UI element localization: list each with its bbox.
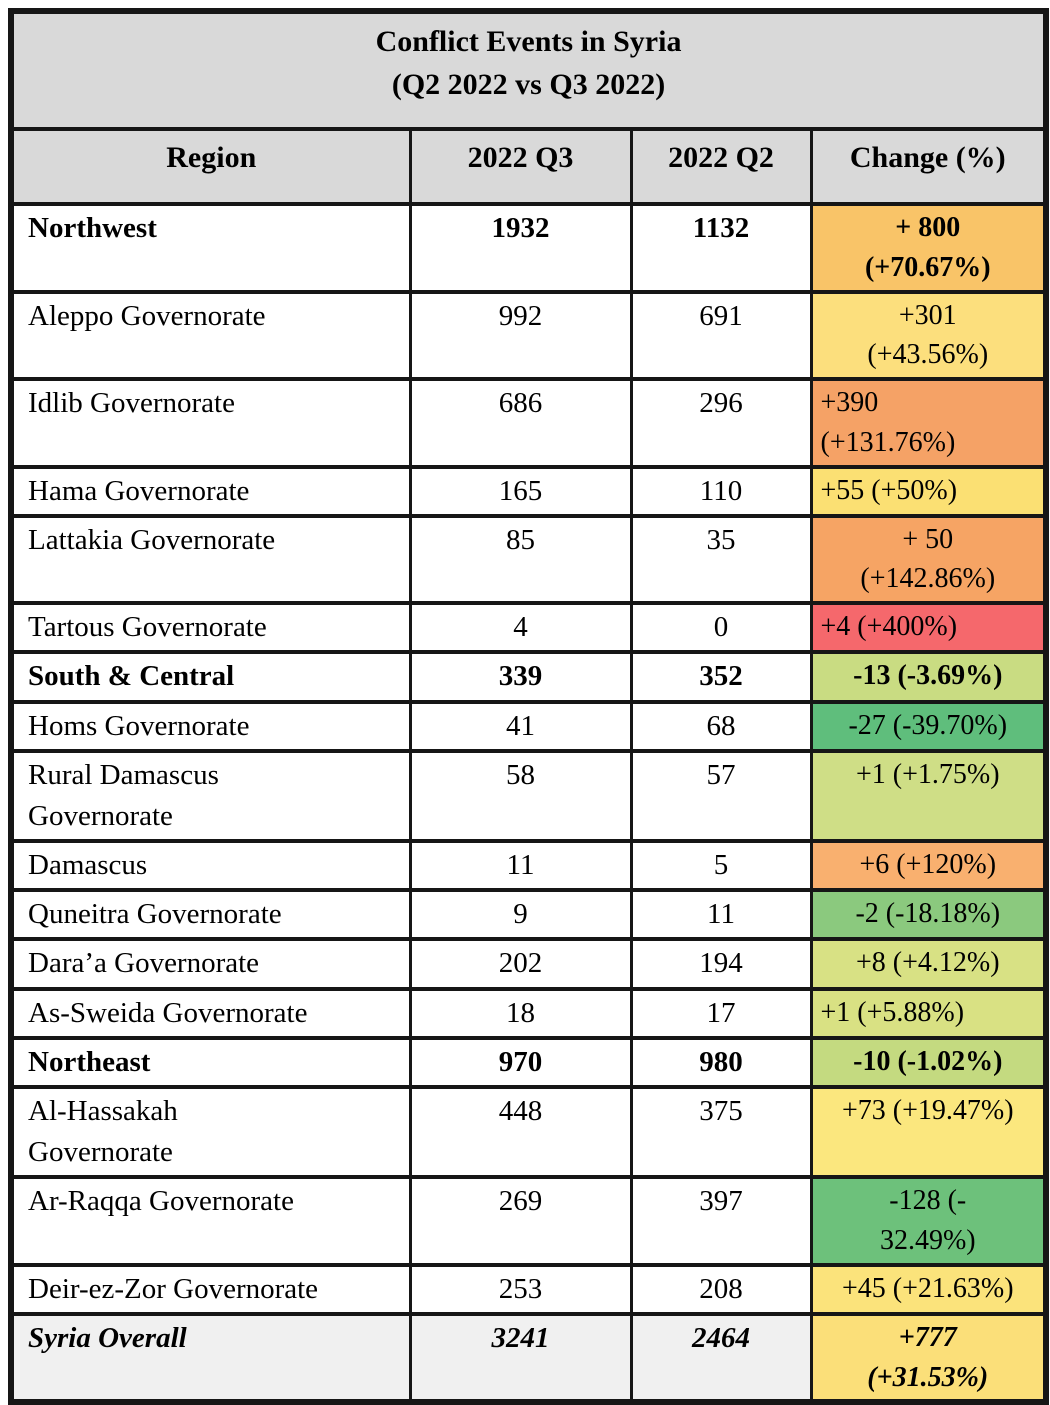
region-cell: Quneitra Governorate (9, 888, 412, 942)
q2-value-cell: 296 (629, 377, 813, 469)
q3-value-cell: 992 (408, 289, 633, 381)
table-row: Homs Governorate 41 68 -27 (-39.70%) (9, 699, 1048, 753)
table-row: Al-Hassakah Governorate 448 375 +73 (+19… (9, 1084, 1048, 1180)
q3-value-cell: 18 (408, 986, 633, 1040)
change-cell: +4 (+400%) (809, 601, 1048, 655)
q3-value-cell: 3241 (408, 1311, 633, 1405)
q2-value-cell: 17 (629, 986, 813, 1040)
change-cell: -10 (-1.02%) (809, 1035, 1048, 1089)
region-cell: Northeast (9, 1035, 412, 1089)
q2-value-cell: 0 (629, 601, 813, 655)
region-cell: Hama Governorate (9, 464, 412, 518)
region-cell: Damascus (9, 839, 412, 893)
region-cell: Aleppo Governorate (9, 289, 412, 381)
q3-value-cell: 9 (408, 888, 633, 942)
table-row: Northeast 970 980 -10 (-1.02%) (9, 1035, 1048, 1089)
q3-value-cell: 85 (408, 513, 633, 606)
table-row-overall: Syria Overall 3241 2464 +777 (+31.53%) (9, 1311, 1048, 1405)
q3-value-cell: 11 (408, 839, 633, 893)
change-cell: + 800 (+70.67%) (809, 202, 1048, 294)
region-cell: Deir-ez-Zor Governorate (9, 1262, 412, 1316)
change-cell: +6 (+120%) (809, 839, 1048, 893)
change-cell: +301 (+43.56%) (809, 289, 1048, 381)
q3-value-cell: 4 (408, 601, 633, 655)
q3-value-cell: 41 (408, 699, 633, 753)
q2-value-cell: 375 (629, 1084, 813, 1180)
table-row: Aleppo Governorate 992 691 +301 (+43.56%… (9, 289, 1048, 381)
q2-value-cell: 194 (629, 937, 813, 991)
title-row: Conflict Events in Syria (Q2 2022 vs Q3 … (9, 9, 1048, 131)
conflict-events-table: Conflict Events in Syria (Q2 2022 vs Q3 … (8, 8, 1050, 1405)
table-row: Northwest 1932 1132 + 800 (+70.67%) (9, 202, 1048, 294)
q3-value-cell: 448 (408, 1084, 633, 1180)
q2-value-cell: 57 (629, 748, 813, 844)
region-cell: Northwest (9, 202, 412, 294)
table-row: Lattakia Governorate 85 35 + 50 (+142.86… (9, 513, 1048, 606)
q2-value-cell: 2464 (629, 1311, 813, 1405)
q3-value-cell: 165 (408, 464, 633, 518)
change-cell: +1 (+5.88%) (809, 986, 1048, 1040)
region-cell: Homs Governorate (9, 699, 412, 753)
change-cell: -128 (- 32.49%) (809, 1175, 1048, 1267)
change-cell: -13 (-3.69%) (809, 650, 1048, 704)
q3-value-cell: 970 (408, 1035, 633, 1089)
region-cell: Al-Hassakah Governorate (9, 1084, 412, 1180)
q3-value-cell: 253 (408, 1262, 633, 1316)
q2-value-cell: 397 (629, 1175, 813, 1267)
table-row: Dara’a Governorate 202 194 +8 (+4.12%) (9, 937, 1048, 991)
region-cell: Tartous Governorate (9, 601, 412, 655)
column-header-region: Region (9, 127, 412, 206)
change-cell: +73 (+19.47%) (809, 1084, 1048, 1180)
change-cell: +390 (+131.76%) (809, 377, 1048, 469)
q3-value-cell: 339 (408, 650, 633, 704)
change-cell: +55 (+50%) (809, 464, 1048, 518)
q2-value-cell: 980 (629, 1035, 813, 1089)
q2-value-cell: 208 (629, 1262, 813, 1316)
change-cell: +777 (+31.53%) (809, 1311, 1048, 1405)
table-row: Hama Governorate 165 110 +55 (+50%) (9, 464, 1048, 518)
q2-value-cell: 691 (629, 289, 813, 381)
q2-value-cell: 35 (629, 513, 813, 606)
region-cell: Idlib Governorate (9, 377, 412, 469)
q3-value-cell: 1932 (408, 202, 633, 294)
table-row: Idlib Governorate 686 296 +390 (+131.76%… (9, 377, 1048, 469)
q2-value-cell: 352 (629, 650, 813, 704)
change-cell: +1 (+1.75%) (809, 748, 1048, 844)
q3-value-cell: 686 (408, 377, 633, 469)
change-cell: -2 (-18.18%) (809, 888, 1048, 942)
region-cell: South & Central (9, 650, 412, 704)
q2-value-cell: 68 (629, 699, 813, 753)
q3-value-cell: 58 (408, 748, 633, 844)
region-cell: Dara’a Governorate (9, 937, 412, 991)
table-row: Rural Damascus Governorate 58 57 +1 (+1.… (9, 748, 1048, 844)
table-row: Quneitra Governorate 9 11 -2 (-18.18%) (9, 888, 1048, 942)
table-title: Conflict Events in Syria (Q2 2022 vs Q3 … (9, 9, 1048, 131)
table-row: Ar-Raqqa Governorate 269 397 -128 (- 32.… (9, 1175, 1048, 1267)
change-cell: +8 (+4.12%) (809, 937, 1048, 991)
q2-value-cell: 11 (629, 888, 813, 942)
q3-value-cell: 202 (408, 937, 633, 991)
region-cell: Ar-Raqqa Governorate (9, 1175, 412, 1267)
header-row: Region 2022 Q3 2022 Q2 Change (%) (9, 127, 1048, 206)
q2-value-cell: 5 (629, 839, 813, 893)
table-row: Deir-ez-Zor Governorate 253 208 +45 (+21… (9, 1262, 1048, 1316)
column-header-2022-q3: 2022 Q3 (408, 127, 633, 206)
table-row: Tartous Governorate 4 0 +4 (+400%) (9, 601, 1048, 655)
region-cell: Syria Overall (9, 1311, 412, 1405)
table-row: As-Sweida Governorate 18 17 +1 (+5.88%) (9, 986, 1048, 1040)
q2-value-cell: 1132 (629, 202, 813, 294)
region-cell: As-Sweida Governorate (9, 986, 412, 1040)
table-row: Damascus 11 5 +6 (+120%) (9, 839, 1048, 893)
table-row: South & Central 339 352 -13 (-3.69%) (9, 650, 1048, 704)
change-cell: + 50 (+142.86%) (809, 513, 1048, 606)
column-header-2022-q2: 2022 Q2 (629, 127, 813, 206)
region-cell: Rural Damascus Governorate (9, 748, 412, 844)
change-cell: -27 (-39.70%) (809, 699, 1048, 753)
q3-value-cell: 269 (408, 1175, 633, 1267)
region-cell: Lattakia Governorate (9, 513, 412, 606)
change-cell: +45 (+21.63%) (809, 1262, 1048, 1316)
column-header-change: Change (%) (809, 127, 1048, 206)
q2-value-cell: 110 (629, 464, 813, 518)
